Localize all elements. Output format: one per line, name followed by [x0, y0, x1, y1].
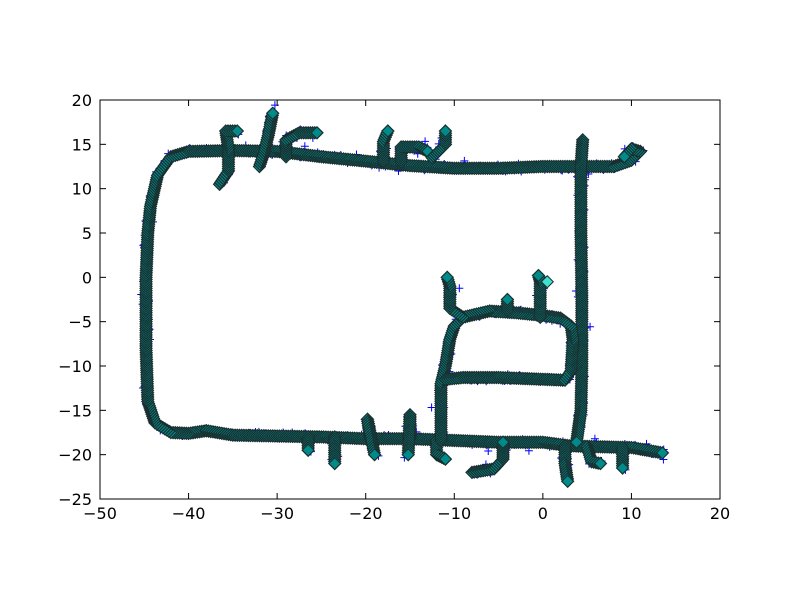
- diamond-marker: [440, 270, 455, 285]
- x-tick-label: 10: [621, 504, 641, 523]
- x-tick-label: −10: [437, 504, 471, 523]
- diamond-marker: [367, 447, 382, 462]
- y-tick-label: 0: [82, 268, 92, 287]
- diamond-marker: [438, 452, 453, 466]
- axis-ticks: −50 −40 −30 −20 −10 0 10 20−25−20−15−10−5051015…: [58, 91, 730, 523]
- diamond-marker: [655, 446, 670, 460]
- y-tick-label: −5: [68, 313, 92, 332]
- y-tick-label: −25: [58, 490, 92, 509]
- y-tick-label: 10: [72, 180, 92, 199]
- diamond-marker: [327, 456, 342, 471]
- diamond-marker: [569, 435, 584, 450]
- diamond-marker: [531, 268, 546, 283]
- y-tick-label: 5: [82, 224, 92, 243]
- y-tick-label: −20: [58, 446, 92, 465]
- diamond-marker: [381, 124, 395, 138]
- diamond-marker: [593, 456, 608, 471]
- plot-area: [137, 101, 670, 489]
- y-tick-label: 20: [72, 91, 92, 110]
- y-tick-label: −15: [58, 401, 92, 420]
- x-tick-label: 0: [538, 504, 548, 523]
- diamond-marker: [500, 292, 515, 307]
- x-tick-label: −30: [260, 504, 294, 523]
- diamond-marker: [301, 443, 315, 458]
- diamond-marker: [615, 461, 630, 475]
- x-tick-label: −20: [349, 504, 383, 523]
- diamond-marker: [560, 474, 575, 489]
- diamond-marker: [496, 435, 510, 450]
- axes-frame: [99, 99, 721, 500]
- diamond-marker: [438, 124, 453, 138]
- plot-clipped-group: [137, 101, 670, 489]
- diamond-marker: [310, 125, 324, 140]
- diamond-marker: [617, 149, 632, 164]
- plus-marker: [484, 447, 493, 456]
- y-tick-label: −10: [58, 357, 92, 376]
- diamond-marker: [401, 447, 416, 462]
- highlight-marker: [540, 275, 554, 289]
- plus-marker: [427, 403, 436, 412]
- diamond-marker: [230, 124, 245, 138]
- plus-marker: [455, 284, 464, 293]
- x-tick-label: 20: [710, 504, 730, 523]
- diamond-marker-series: [139, 106, 670, 489]
- x-tick-label: −40: [172, 504, 206, 523]
- x-tick-label: −50: [83, 504, 117, 523]
- diamond-marker: [265, 106, 280, 121]
- y-tick-label: 15: [72, 135, 92, 154]
